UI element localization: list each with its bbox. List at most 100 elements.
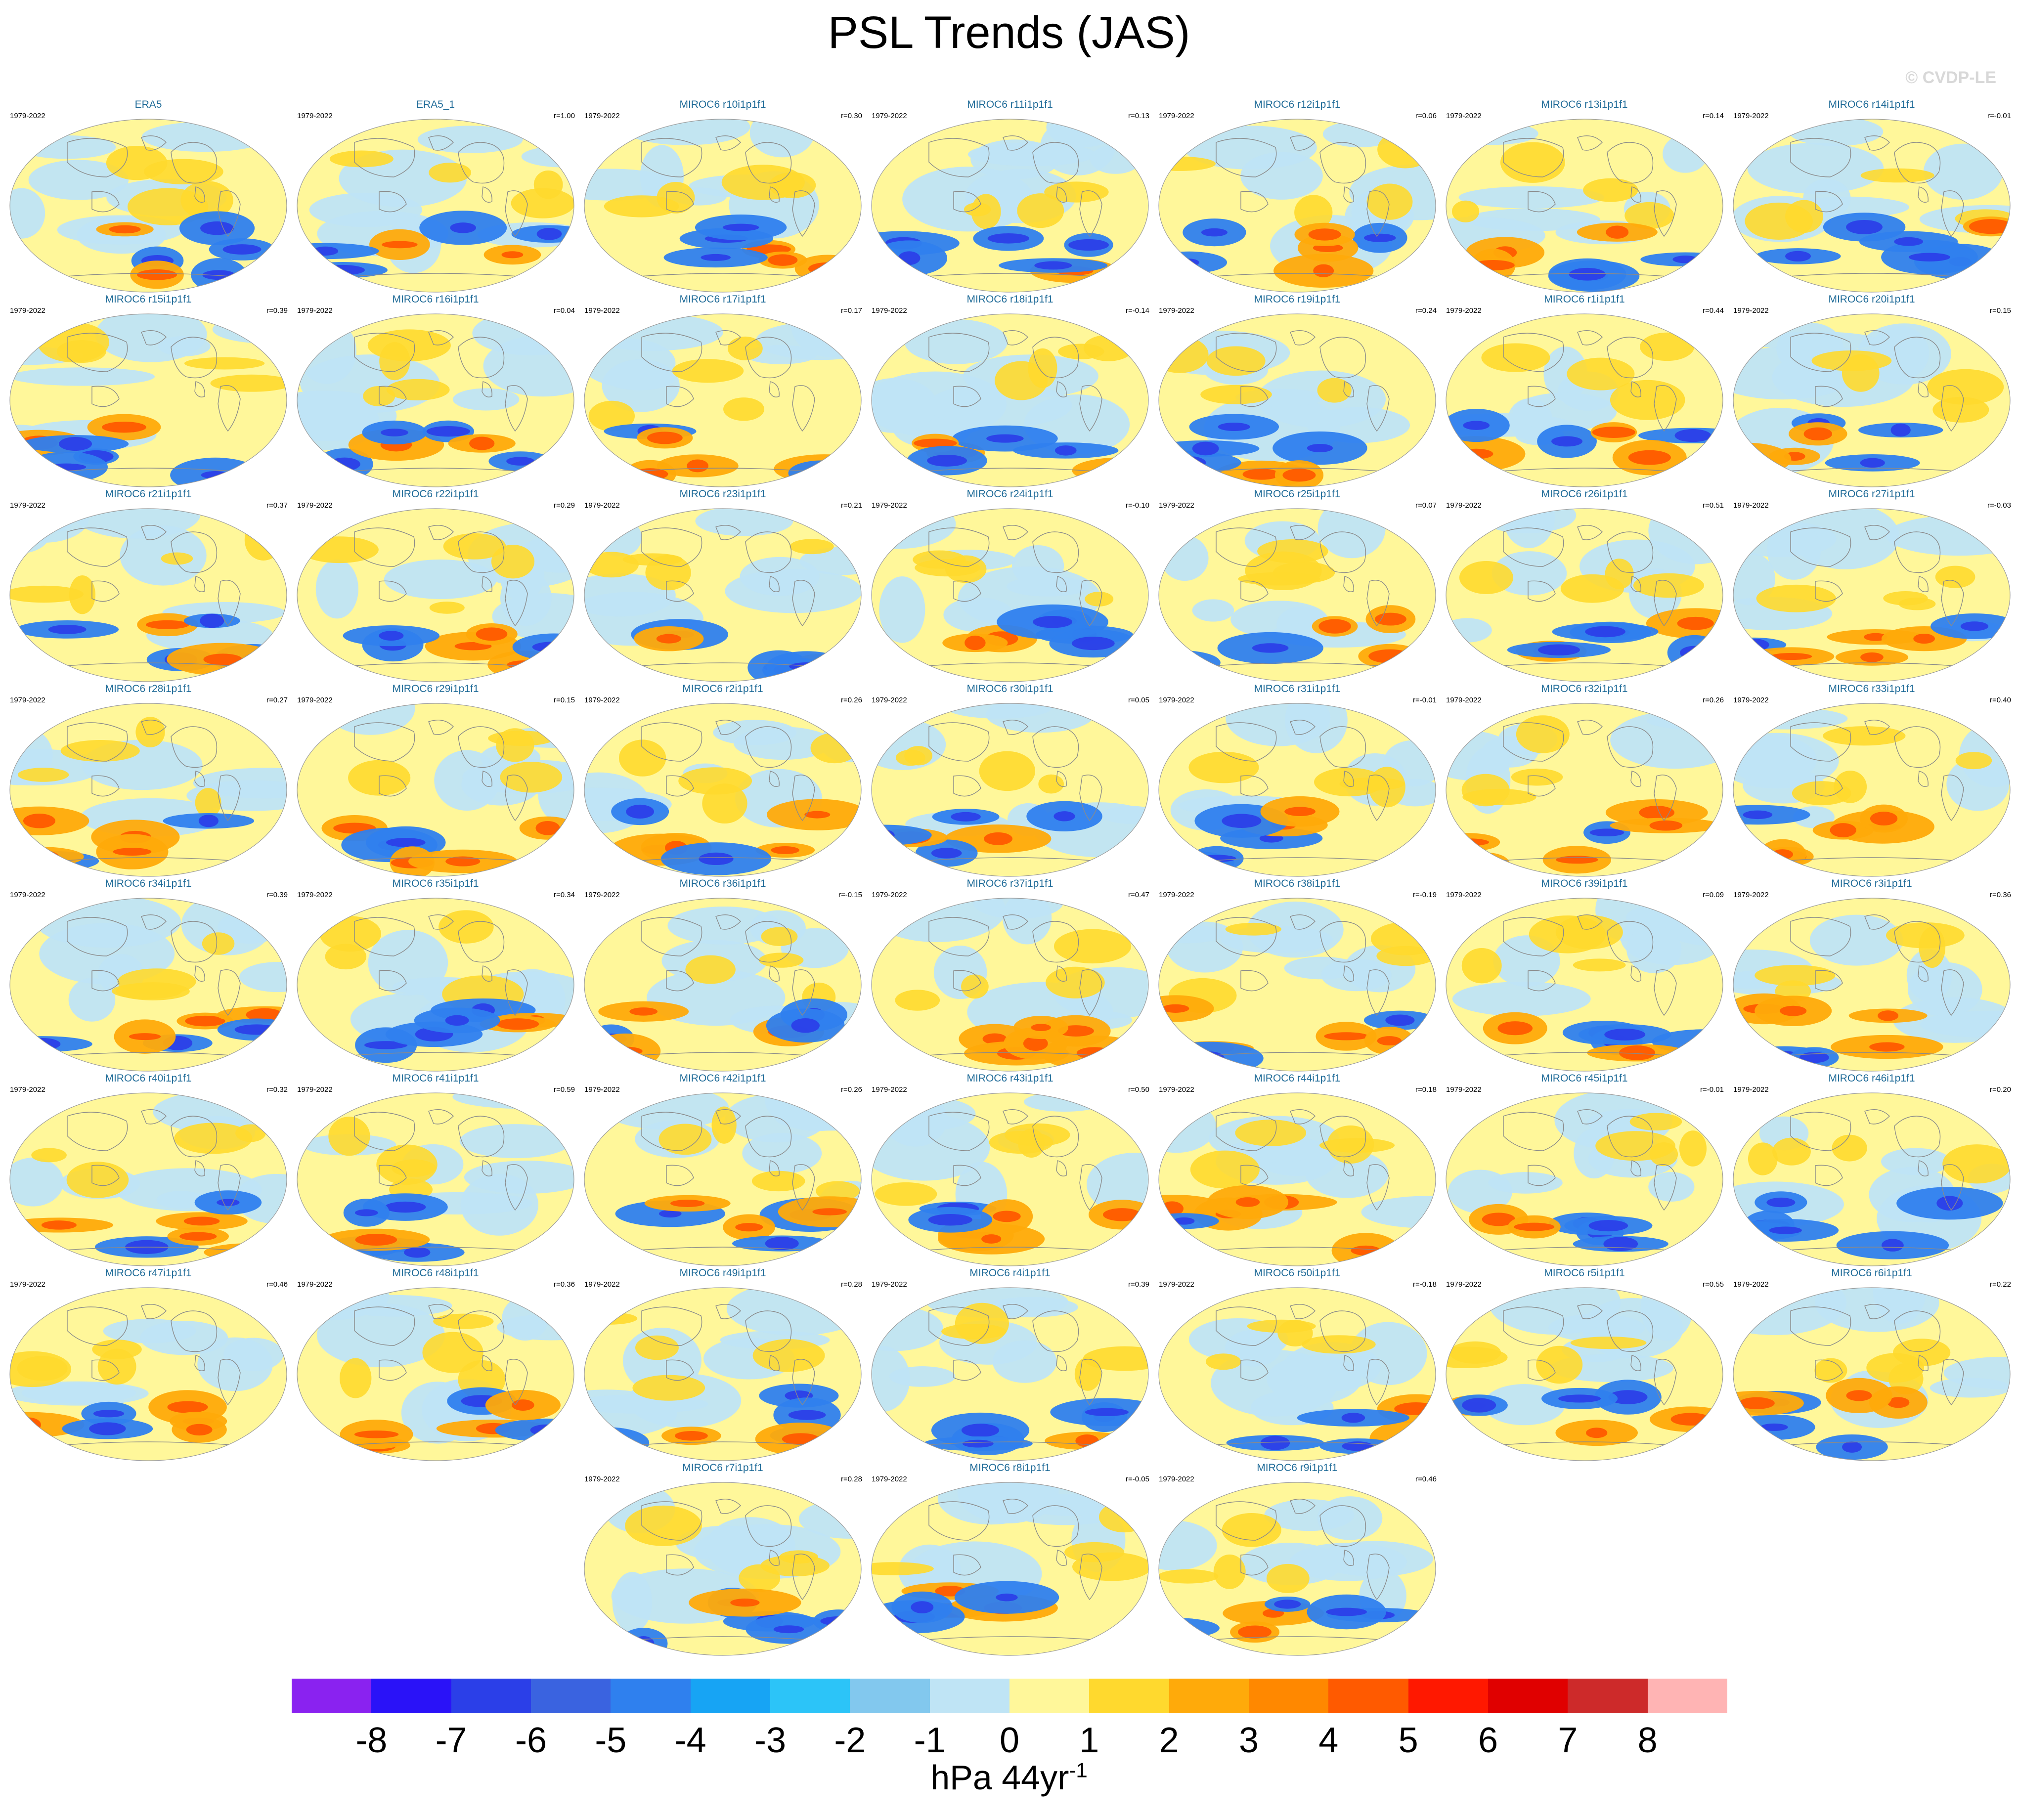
panel-correlation: r=0.39	[266, 306, 288, 315]
panel-period: 1979-2022	[10, 1280, 45, 1289]
colorbar-tick: 6	[1478, 1721, 1498, 1760]
panel-title: MIROC6 r17i1p1f1	[679, 294, 766, 305]
map-panel: MIROC6 r27i1p1f1 1979-2022 r=-0.03	[1731, 488, 2012, 684]
psl-trend-map	[1446, 1287, 1723, 1461]
map-panel: MIROC6 r45i1p1f1 1979-2022 r=-0.01	[1444, 1073, 1725, 1268]
map-panel: MIROC6 r29i1p1f1 1979-2022 r=0.15	[295, 683, 576, 878]
map-panel: MIROC6 r34i1p1f1 1979-2022 r=0.39	[8, 878, 289, 1073]
panel-correlation: r=-0.01	[1987, 112, 2011, 120]
map-panel: MIROC6 r21i1p1f1 1979-2022 r=0.37	[8, 488, 289, 684]
panel-title: MIROC6 r4i1p1f1	[969, 1267, 1051, 1279]
panel-title: MIROC6 r10i1p1f1	[679, 99, 766, 110]
panel-correlation: r=0.09	[1703, 891, 1724, 899]
psl-trend-map	[9, 703, 287, 877]
panel-period: 1979-2022	[10, 501, 45, 510]
map-panel: MIROC6 r12i1p1f1 1979-2022 r=0.06	[1157, 99, 1438, 294]
panel-title: ERA5_1	[416, 99, 455, 110]
panel-title: MIROC6 r37i1p1f1	[966, 878, 1053, 889]
page-title: PSL Trends (JAS)	[828, 7, 1190, 58]
psl-trend-map	[297, 703, 574, 877]
panel-title: MIROC6 r36i1p1f1	[679, 878, 766, 889]
panel-title: MIROC6 r46i1p1f1	[1828, 1073, 1915, 1084]
psl-trend-map	[1733, 313, 2011, 487]
psl-trend-map	[1446, 313, 1723, 487]
panel-period: 1979-2022	[584, 306, 620, 315]
colorbar-tick: 4	[1318, 1721, 1339, 1760]
map-panel: MIROC6 r14i1p1f1 1979-2022 r=-0.01	[1731, 99, 2012, 294]
panel-title: MIROC6 r32i1p1f1	[1541, 683, 1628, 694]
panel-title: MIROC6 r3i1p1f1	[1831, 878, 1912, 889]
psl-trend-map	[1158, 898, 1436, 1072]
map-panel: MIROC6 r2i1p1f1 1979-2022 r=0.26	[582, 683, 863, 878]
panel-title: MIROC6 r5i1p1f1	[1544, 1267, 1625, 1279]
panel-title: MIROC6 r29i1p1f1	[392, 683, 479, 694]
psl-trend-map	[584, 703, 862, 877]
colorbar-tick: 7	[1558, 1721, 1578, 1760]
map-panel: ERA5_1 1979-2022 r=1.00	[295, 99, 576, 294]
colorbar-swatch	[690, 1679, 771, 1713]
panel-title: MIROC6 r35i1p1f1	[392, 878, 479, 889]
panel-title: MIROC6 r16i1p1f1	[392, 294, 479, 305]
map-panel: MIROC6 r22i1p1f1 1979-2022 r=0.29	[295, 488, 576, 684]
panel-correlation: r=0.14	[1703, 112, 1724, 120]
panel-correlation: r=-0.01	[1413, 696, 1437, 704]
colorbar-swatch	[531, 1679, 611, 1713]
panel-correlation: r=0.26	[1703, 696, 1724, 704]
psl-trend-map	[1733, 1287, 2011, 1461]
colorbar-tick: 1	[1079, 1721, 1099, 1760]
map-panel: MIROC6 r8i1p1f1 1979-2022 r=-0.05	[870, 1462, 1150, 1657]
map-panel: MIROC6 r13i1p1f1 1979-2022 r=0.14	[1444, 99, 1725, 294]
colorbar-tick: -1	[914, 1721, 946, 1760]
panel-period: 1979-2022	[872, 1475, 907, 1483]
panel-correlation: r=0.20	[1990, 1085, 2011, 1094]
psl-trend-map	[871, 313, 1149, 487]
psl-trend-map	[584, 1092, 862, 1266]
psl-trend-map	[1158, 1092, 1436, 1266]
panel-correlation: r=0.37	[266, 501, 288, 510]
psl-trend-map	[297, 508, 574, 682]
panel-correlation: r=0.24	[1415, 306, 1437, 315]
watermark: © CVDP-LE	[1905, 68, 1996, 87]
colorbar-swatch	[770, 1679, 850, 1713]
panel-correlation: r=0.47	[1128, 891, 1149, 899]
psl-trend-map	[297, 898, 574, 1072]
panel-title: MIROC6 r14i1p1f1	[1828, 99, 1915, 110]
psl-trend-map	[1158, 1287, 1436, 1461]
map-panel: MIROC6 r10i1p1f1 1979-2022 r=0.30	[582, 99, 863, 294]
panel-correlation: r=0.13	[1128, 112, 1149, 120]
panel-title: MIROC6 r40i1p1f1	[105, 1073, 192, 1084]
colorbar	[292, 1679, 1728, 1713]
panel-period: 1979-2022	[1446, 112, 1482, 120]
psl-trend-map	[1733, 119, 2011, 293]
panel-title: MIROC6 r38i1p1f1	[1254, 878, 1341, 889]
panel-correlation: r=0.15	[1990, 306, 2011, 315]
map-panel: MIROC6 r31i1p1f1 1979-2022 r=-0.01	[1157, 683, 1438, 878]
map-panel: MIROC6 r24i1p1f1 1979-2022 r=-0.10	[870, 488, 1150, 684]
map-panel: MIROC6 r4i1p1f1 1979-2022 r=0.39	[870, 1267, 1150, 1463]
panel-period: 1979-2022	[1446, 1085, 1482, 1094]
colorbar-swatch	[1647, 1679, 1728, 1713]
panel-correlation: r=0.28	[841, 1280, 862, 1289]
map-panel: MIROC6 r40i1p1f1 1979-2022 r=0.32	[8, 1073, 289, 1268]
panel-title: MIROC6 r41i1p1f1	[392, 1073, 479, 1084]
panel-title: MIROC6 r23i1p1f1	[679, 488, 766, 500]
panel-period: 1979-2022	[297, 696, 333, 704]
panel-title: MIROC6 r45i1p1f1	[1541, 1073, 1628, 1084]
panel-period: 1979-2022	[297, 112, 333, 120]
panel-correlation: r=0.30	[841, 112, 862, 120]
map-panel: MIROC6 r35i1p1f1 1979-2022 r=0.34	[295, 878, 576, 1073]
panel-period: 1979-2022	[1159, 306, 1194, 315]
panel-correlation: r=0.34	[554, 891, 575, 899]
map-panel: ERA5 1979-2022	[8, 99, 289, 294]
panel-title: MIROC6 r47i1p1f1	[105, 1267, 192, 1279]
map-panel: MIROC6 r11i1p1f1 1979-2022 r=0.13	[870, 99, 1150, 294]
panel-title: MIROC6 r31i1p1f1	[1254, 683, 1341, 694]
colorbar-swatch	[1169, 1679, 1249, 1713]
panel-period: 1979-2022	[1733, 1280, 1769, 1289]
panel-title: MIROC6 r13i1p1f1	[1541, 99, 1628, 110]
panel-period: 1979-2022	[1159, 501, 1194, 510]
panel-period: 1979-2022	[872, 891, 907, 899]
psl-trend-map	[871, 508, 1149, 682]
psl-trend-map	[1158, 508, 1436, 682]
panel-period: 1979-2022	[584, 112, 620, 120]
